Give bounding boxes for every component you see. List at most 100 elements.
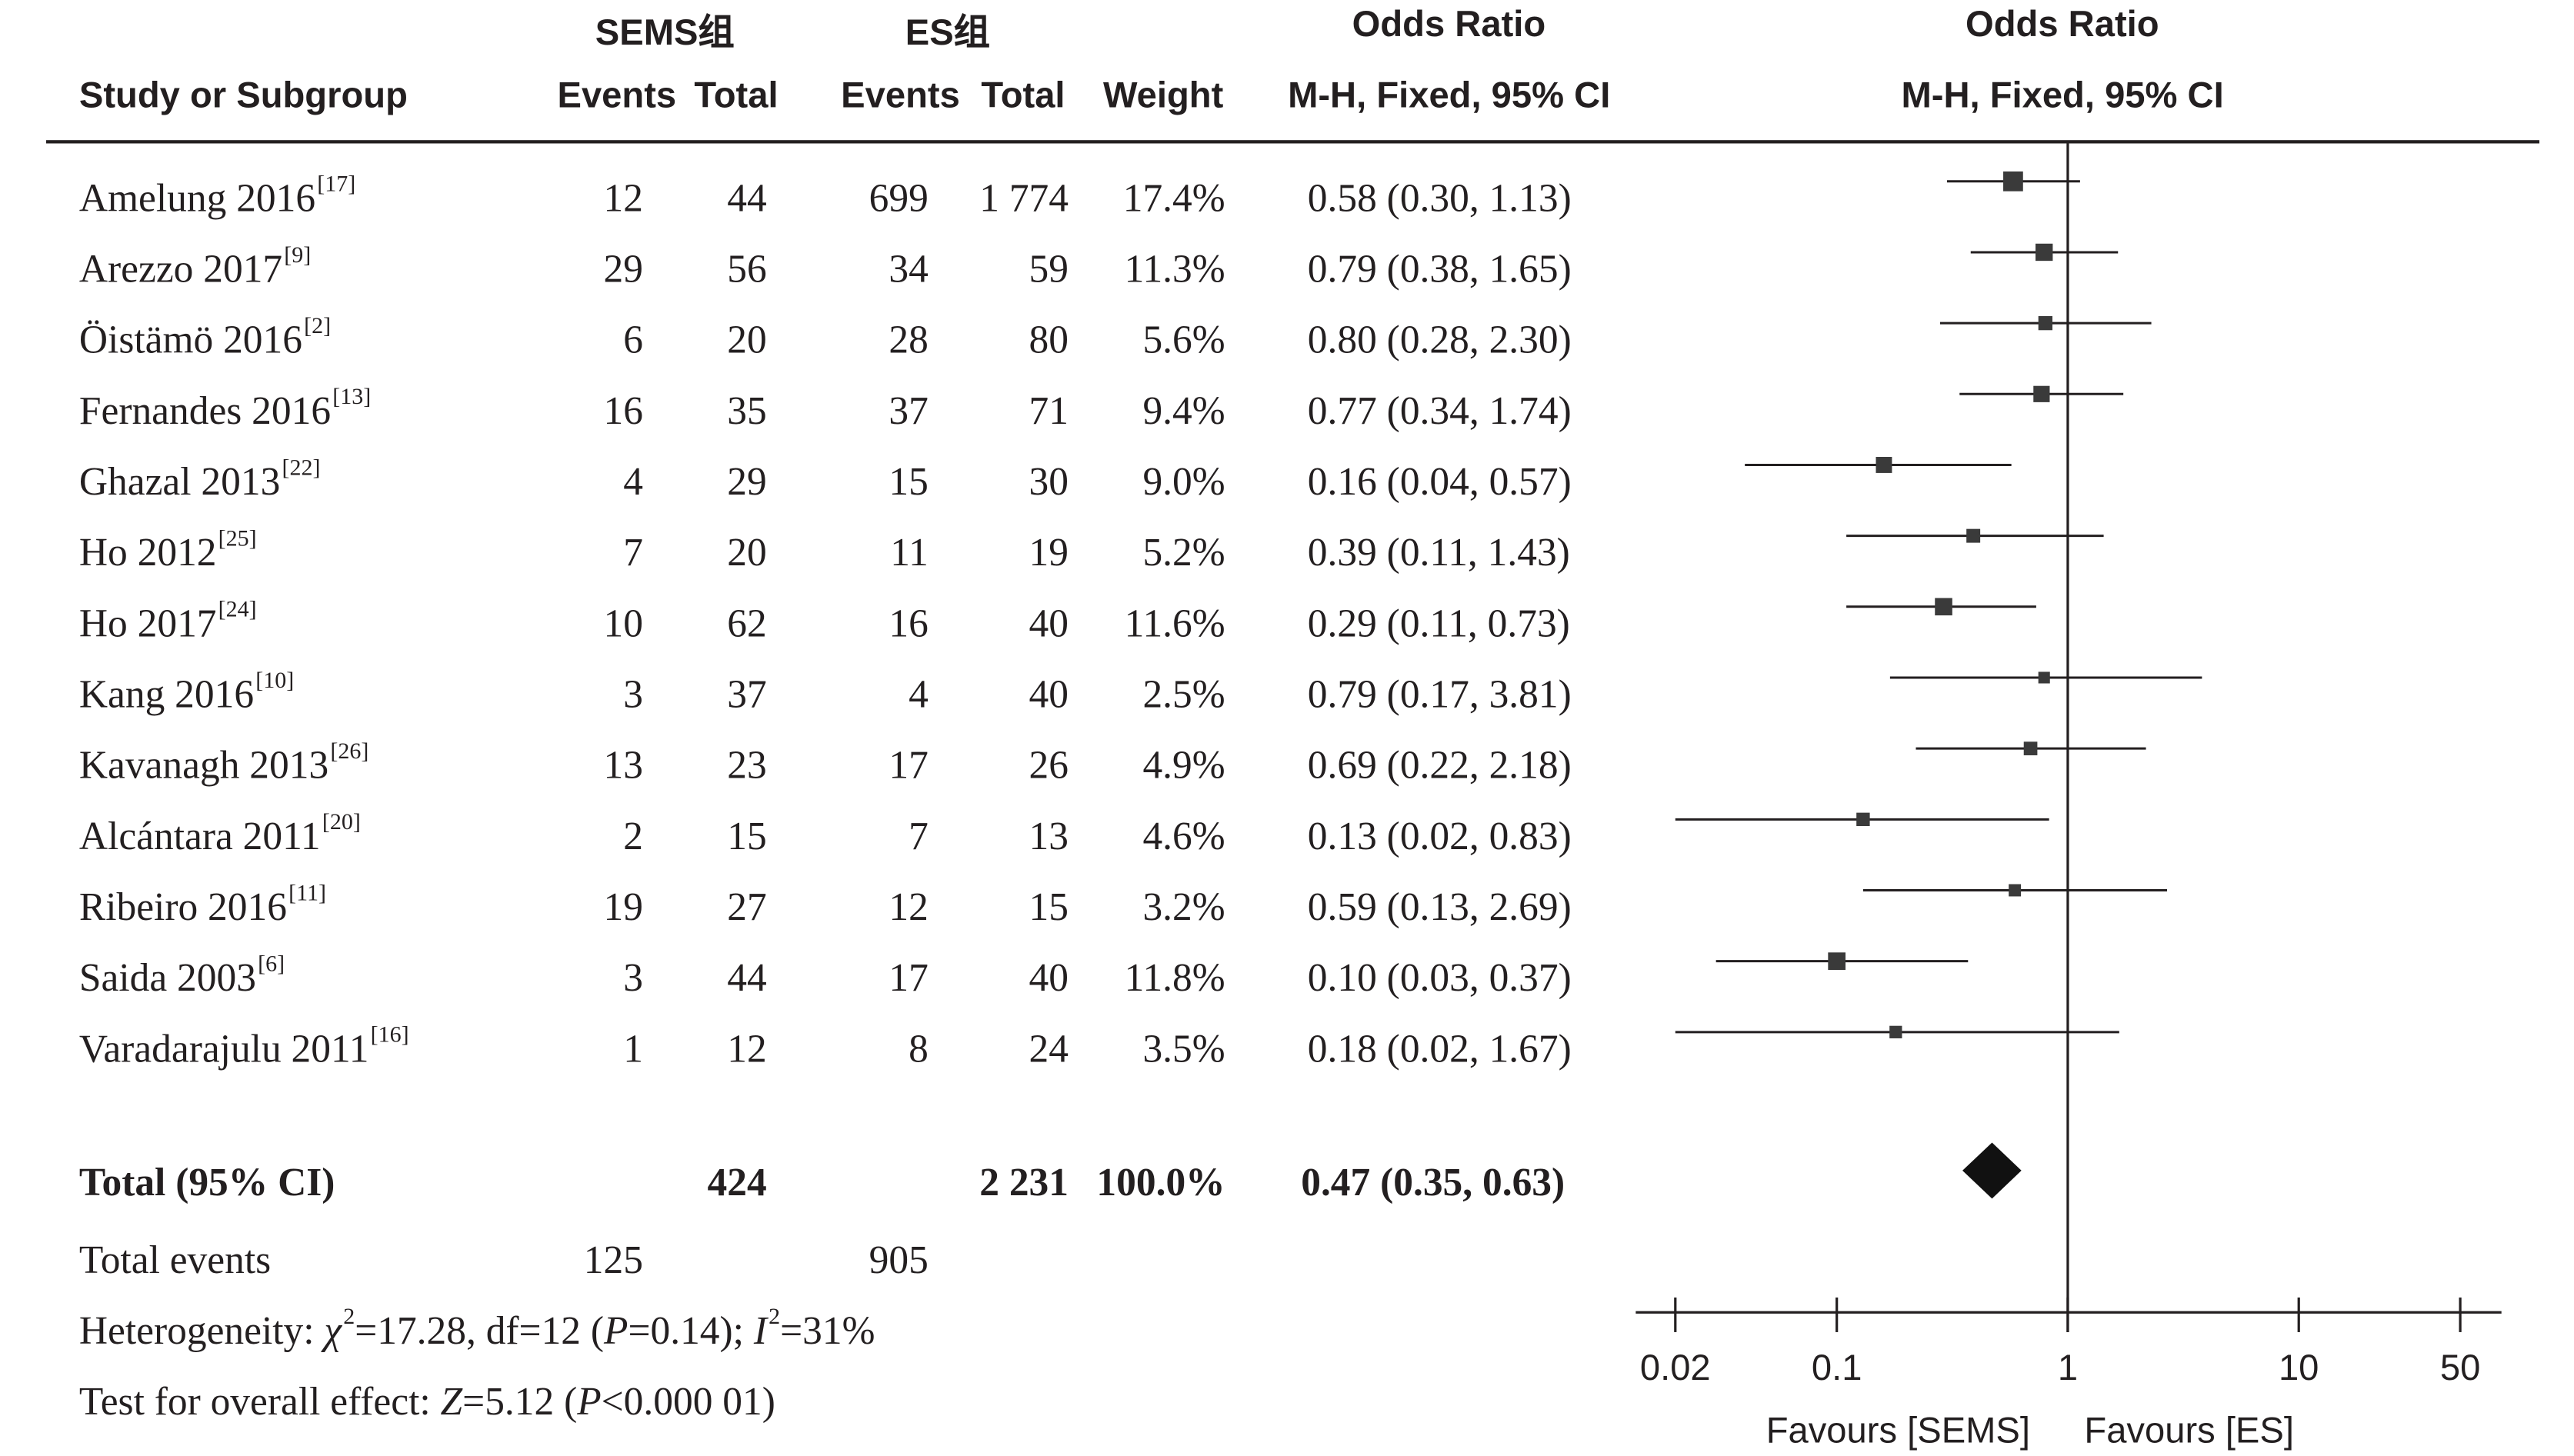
or-ci-cell: 0.10 (0.03, 0.37) bbox=[1307, 958, 1572, 1001]
study-name: Saida 2003 [6] bbox=[78, 953, 285, 1002]
summary-label: Total (95% CI) bbox=[78, 1162, 335, 1205]
total-events-label: Total events bbox=[78, 1239, 272, 1283]
x-tick-label: 1 bbox=[2057, 1347, 2079, 1388]
sems-events-cell: 13 bbox=[603, 745, 643, 788]
sems-events-cell: 3 bbox=[623, 958, 643, 1001]
study-name-text: Öistämö 2016 bbox=[78, 319, 302, 363]
sems-total-cell: 15 bbox=[727, 816, 767, 859]
study-name-text: Ghazal 2013 bbox=[78, 461, 281, 505]
study-name: Fernandes 2016 [13] bbox=[78, 386, 371, 435]
study-point-square bbox=[1828, 952, 1846, 971]
sems-total-cell: 44 bbox=[727, 178, 767, 222]
es-total-cell: 15 bbox=[1029, 887, 1069, 930]
or-ci-cell: 0.79 (0.17, 3.81) bbox=[1307, 674, 1572, 718]
study-reference: [20] bbox=[322, 811, 361, 836]
or-ci-cell: 0.80 (0.28, 2.30) bbox=[1307, 319, 1572, 363]
overall-effect-text: Test for overall effect: Z=5.12 (P<0.000… bbox=[78, 1381, 775, 1424]
header-rule bbox=[46, 140, 2539, 144]
or-ci-cell: 0.58 (0.30, 1.13) bbox=[1307, 178, 1572, 222]
or-ci-cell: 0.79 (0.38, 1.65) bbox=[1307, 248, 1572, 292]
summary-weight: 100.0% bbox=[1096, 1162, 1225, 1205]
study-name: Ghazal 2013 [22] bbox=[78, 457, 321, 506]
sems-events-cell: 10 bbox=[603, 603, 643, 647]
summary-ci: 0.47 (0.35, 0.63) bbox=[1301, 1162, 1565, 1205]
heterogeneity-text: Heterogeneity: χ 2=17.28, df=12 (P=0.14);… bbox=[78, 1305, 875, 1354]
study-name: Varadarajulu 2011 [16] bbox=[78, 1024, 409, 1074]
study-name-text: Ho 2012 bbox=[78, 532, 217, 576]
study-name-text: Kavanagh 2013 bbox=[78, 745, 329, 788]
study-point-square bbox=[2038, 315, 2053, 331]
sems-total-cell: 56 bbox=[727, 248, 767, 292]
study-name-text: Fernandes 2016 bbox=[78, 391, 332, 434]
sems-total-cell: 23 bbox=[727, 745, 767, 788]
plot-column-title: Odds Ratio bbox=[1966, 3, 2159, 45]
es-total-cell: 71 bbox=[1029, 391, 1069, 434]
study-point-square bbox=[1966, 528, 1981, 543]
or-ci-cell: 0.39 (0.11, 1.43) bbox=[1307, 532, 1570, 576]
study-name: Kang 2016 [10] bbox=[79, 669, 294, 719]
es-total-cell: 26 bbox=[1029, 745, 1069, 788]
es-events-cell: 4 bbox=[909, 674, 929, 718]
sems-group-header: SEMS组 bbox=[595, 12, 735, 53]
total-events-sems: 125 bbox=[583, 1239, 643, 1283]
study-reference: [25] bbox=[218, 527, 257, 553]
study-name-text: Alcántara 2011 bbox=[78, 816, 321, 859]
or-ci-cell: 0.16 (0.04, 0.57) bbox=[1307, 461, 1572, 505]
es-total-cell: 80 bbox=[1029, 319, 1069, 363]
sems-events-cell: 7 bbox=[623, 532, 643, 576]
sems-events-cell: 2 bbox=[623, 816, 643, 859]
or-column-title: Odds Ratio bbox=[1352, 3, 1546, 45]
sems-total-cell: 12 bbox=[727, 1028, 767, 1072]
plot-method-header: M-H, Fixed, 95% CI bbox=[1901, 74, 2224, 116]
es-events-cell: 28 bbox=[889, 319, 929, 363]
es-events-cell: 15 bbox=[889, 461, 929, 505]
study-point-square bbox=[2038, 671, 2050, 684]
sems-total-cell: 20 bbox=[727, 532, 767, 576]
sems-events-cell: 4 bbox=[623, 461, 643, 505]
study-reference: [24] bbox=[218, 598, 257, 624]
study-name: Alcántara 2011 [20] bbox=[78, 811, 361, 861]
summary-es-total: 2 231 bbox=[979, 1162, 1069, 1205]
es-total-cell: 40 bbox=[1029, 603, 1069, 647]
weight-cell: 3.5% bbox=[1142, 1028, 1225, 1072]
x-tick-label: 0.02 bbox=[1639, 1347, 1711, 1388]
or-ci-cell: 0.59 (0.13, 2.69) bbox=[1307, 887, 1572, 930]
study-reference: [11] bbox=[288, 881, 327, 907]
study-name-text: Ho 2017 bbox=[78, 603, 217, 647]
es-events-cell: 17 bbox=[889, 958, 929, 1001]
study-point-square bbox=[2033, 385, 2050, 402]
study-reference: [2] bbox=[304, 315, 332, 340]
study-reference: [16] bbox=[370, 1024, 409, 1049]
es-events-cell: 16 bbox=[889, 603, 929, 647]
study-name: Kavanagh 2013 [26] bbox=[78, 740, 368, 790]
x-tick-label: 10 bbox=[2278, 1347, 2319, 1388]
sems-events-cell: 16 bbox=[603, 391, 643, 434]
weight-cell: 17.4% bbox=[1122, 178, 1225, 222]
or-ci-cell: 0.77 (0.34, 1.74) bbox=[1307, 391, 1572, 434]
es-events-cell: 34 bbox=[889, 248, 929, 292]
weight-header: Weight bbox=[1103, 74, 1224, 116]
study-name-text: Saida 2003 bbox=[78, 958, 256, 1001]
sems-events-cell: 19 bbox=[603, 887, 643, 930]
study-name: Ho 2017 [24] bbox=[78, 598, 257, 648]
sems-total-cell: 37 bbox=[727, 674, 767, 718]
es-total-cell: 24 bbox=[1029, 1028, 1069, 1072]
weight-cell: 2.5% bbox=[1142, 674, 1225, 718]
study-name-text: Varadarajulu 2011 bbox=[78, 1028, 369, 1072]
study-reference: [9] bbox=[284, 244, 312, 269]
es-total-cell: 19 bbox=[1029, 532, 1069, 576]
weight-cell: 9.4% bbox=[1142, 391, 1225, 434]
or-ci-cell: 0.13 (0.02, 0.83) bbox=[1307, 816, 1572, 859]
es-events-cell: 7 bbox=[909, 816, 929, 859]
or-ci-cell: 0.69 (0.22, 2.18) bbox=[1307, 745, 1572, 788]
sems-total-cell: 27 bbox=[727, 887, 767, 930]
sems-events-cell: 6 bbox=[623, 319, 643, 363]
study-name: Arezzo 2017 [9] bbox=[79, 244, 311, 294]
study-name: Öistämö 2016 [2] bbox=[78, 315, 331, 365]
es-events-header: Events bbox=[841, 74, 960, 116]
es-total-cell: 59 bbox=[1029, 248, 1069, 292]
es-events-cell: 12 bbox=[889, 887, 929, 930]
sems-total-cell: 20 bbox=[727, 319, 767, 363]
